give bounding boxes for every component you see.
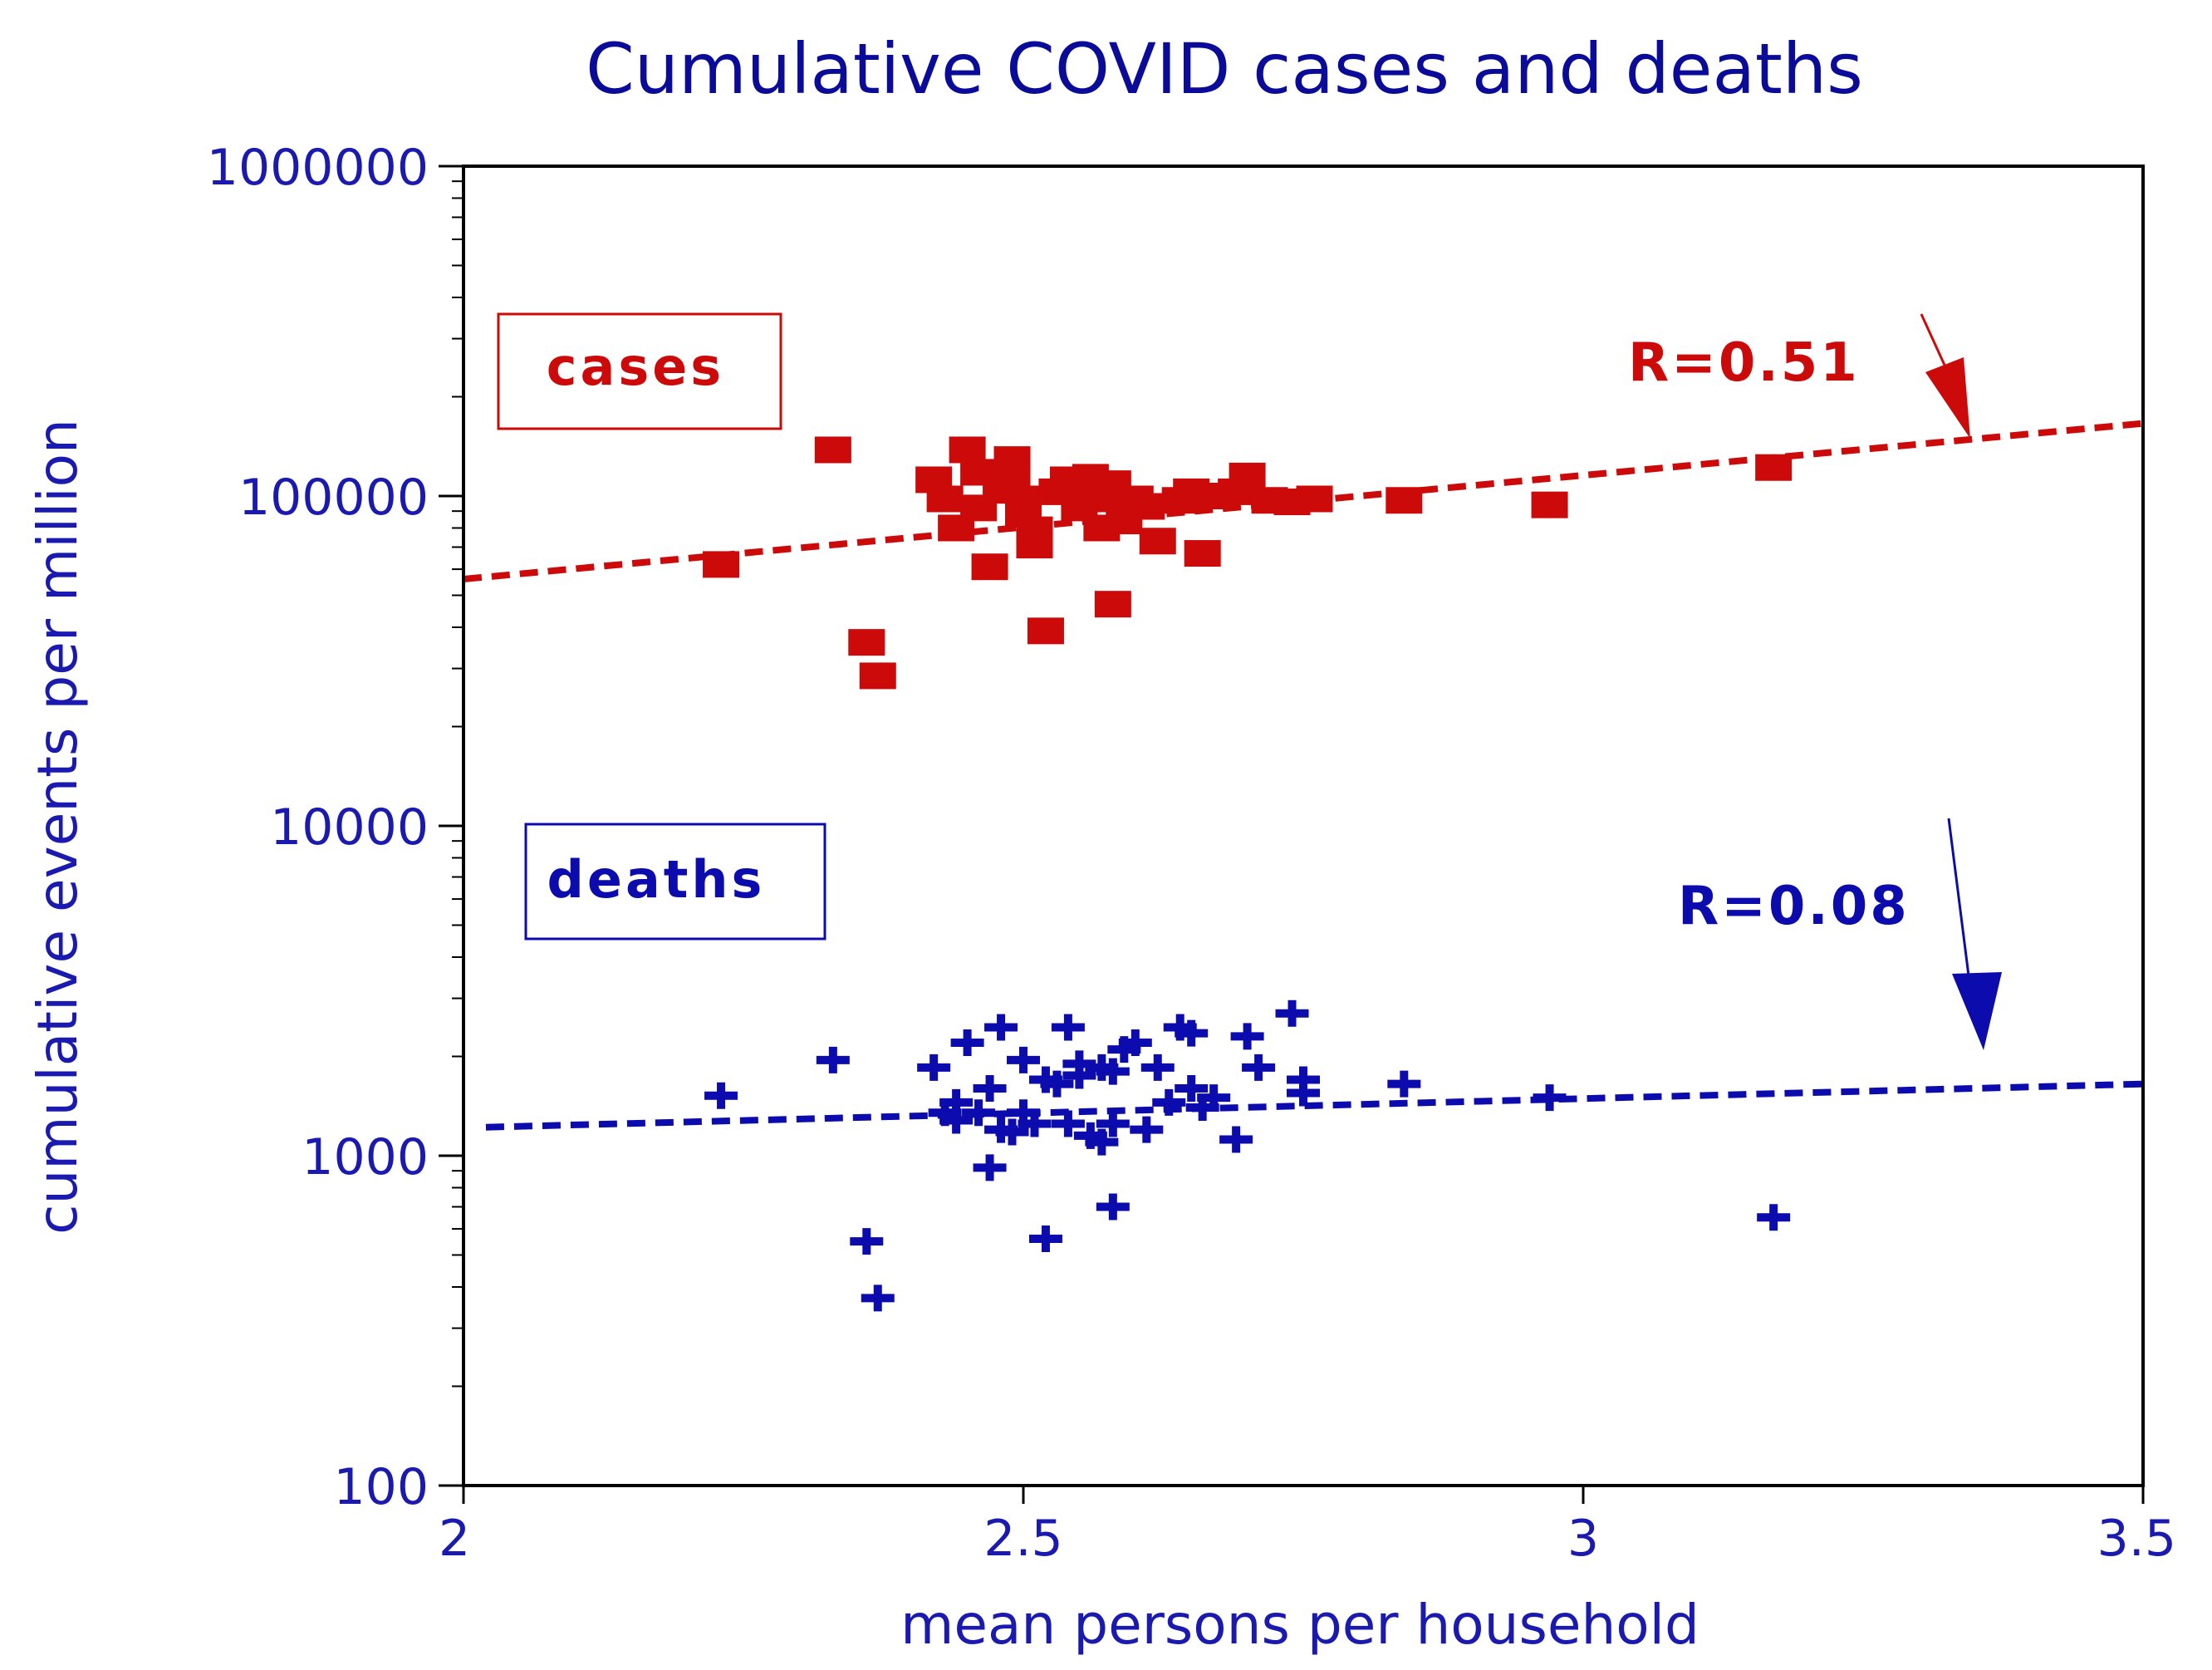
deaths-point — [984, 1014, 1018, 1041]
cases-point — [1027, 617, 1064, 645]
deaths-point — [1028, 1225, 1062, 1252]
y-tick-label: 1000000 — [207, 139, 429, 197]
deaths-point — [1242, 1054, 1276, 1081]
cases-point — [859, 662, 896, 690]
deaths-point — [1096, 1193, 1130, 1221]
deaths-point — [1085, 1128, 1119, 1156]
deaths-arrow — [1947, 818, 2002, 1050]
deaths-point — [1275, 1000, 1309, 1027]
cases-point — [1005, 485, 1042, 513]
cases-point — [1531, 491, 1568, 518]
cases-point — [1386, 487, 1423, 514]
x-axis-label: mean persons per household — [900, 1593, 1699, 1657]
cases-point — [703, 551, 740, 578]
y-tick-label: 100 — [333, 1458, 429, 1516]
cases-point — [1139, 528, 1176, 555]
deaths-point — [1230, 1023, 1264, 1050]
deaths-point — [1051, 1014, 1085, 1041]
cases-point — [1128, 493, 1165, 520]
deaths-point — [1140, 1054, 1175, 1081]
x-tick-label: 3.5 — [2097, 1510, 2176, 1568]
deaths-point — [1018, 1110, 1052, 1137]
y-tick-label: 1000 — [302, 1128, 429, 1186]
cases-point — [1016, 532, 1053, 559]
deaths-point — [1051, 1110, 1085, 1137]
axis-ticks: 2 2.5 3 3.5 100 1000 10000 100000 1000000 — [207, 139, 2176, 1568]
deaths-point — [995, 1118, 1029, 1146]
deaths-point — [950, 1029, 984, 1057]
cases-point — [1755, 454, 1793, 481]
deaths-point — [973, 1154, 1007, 1181]
deaths-point — [1040, 1070, 1074, 1098]
deaths-point — [917, 1054, 951, 1081]
y-tick-label: 10000 — [270, 798, 429, 857]
deaths-point — [1175, 1074, 1209, 1102]
chart-title: Cumulative COVID cases and deaths — [586, 28, 1863, 110]
legend-cases-label: cases — [547, 336, 724, 397]
y-axis-label: cumulative events per million — [26, 419, 90, 1235]
cases-point — [1296, 485, 1333, 513]
plot-area-frame — [462, 165, 2145, 1487]
trend-lines — [463, 420, 2144, 1131]
deaths-point — [1219, 1126, 1253, 1153]
x-tick-label: 2.5 — [983, 1510, 1062, 1568]
legend-deaths-box: deaths — [524, 823, 826, 941]
cases-point — [971, 553, 1008, 581]
y-tick-label: 100000 — [238, 469, 429, 527]
deaths-point — [1118, 1029, 1152, 1057]
cases-correlation-label: R=0.51 — [1628, 332, 1860, 394]
deaths-point — [962, 1099, 996, 1127]
deaths-point — [1007, 1046, 1040, 1073]
deaths-point — [939, 1107, 974, 1134]
cases-point — [949, 436, 986, 464]
deaths-point — [816, 1046, 850, 1073]
data-points — [703, 436, 1793, 1312]
deaths-correlation-label: R=0.08 — [1678, 876, 1910, 937]
legend-cases-box: cases — [497, 312, 782, 430]
deaths-trend-line — [485, 1080, 2144, 1131]
x-tick-label: 2 — [439, 1510, 470, 1568]
cases-point — [1229, 462, 1266, 489]
deaths-point — [1096, 1110, 1130, 1137]
cases-point — [848, 629, 885, 656]
legend-deaths-label: deaths — [547, 849, 766, 910]
deaths-point — [1197, 1084, 1231, 1112]
deaths-point — [1387, 1070, 1421, 1098]
cases-point — [814, 436, 851, 464]
deaths-point — [1175, 1019, 1209, 1047]
deaths-point — [1096, 1058, 1130, 1085]
deaths-point — [1152, 1088, 1186, 1116]
deaths-point — [1287, 1079, 1320, 1107]
deaths-point — [850, 1228, 884, 1255]
deaths-point — [704, 1082, 738, 1109]
cases-point — [926, 485, 964, 513]
cases-arrow — [1920, 313, 1970, 439]
cases-point — [1184, 540, 1221, 567]
deaths-point — [1533, 1084, 1567, 1112]
deaths-point — [973, 1074, 1007, 1102]
deaths-point — [861, 1284, 895, 1312]
deaths-point — [1130, 1116, 1164, 1143]
x-tick-label: 3 — [1567, 1510, 1599, 1568]
cases-point — [1094, 591, 1131, 618]
deaths-point — [1757, 1204, 1791, 1231]
